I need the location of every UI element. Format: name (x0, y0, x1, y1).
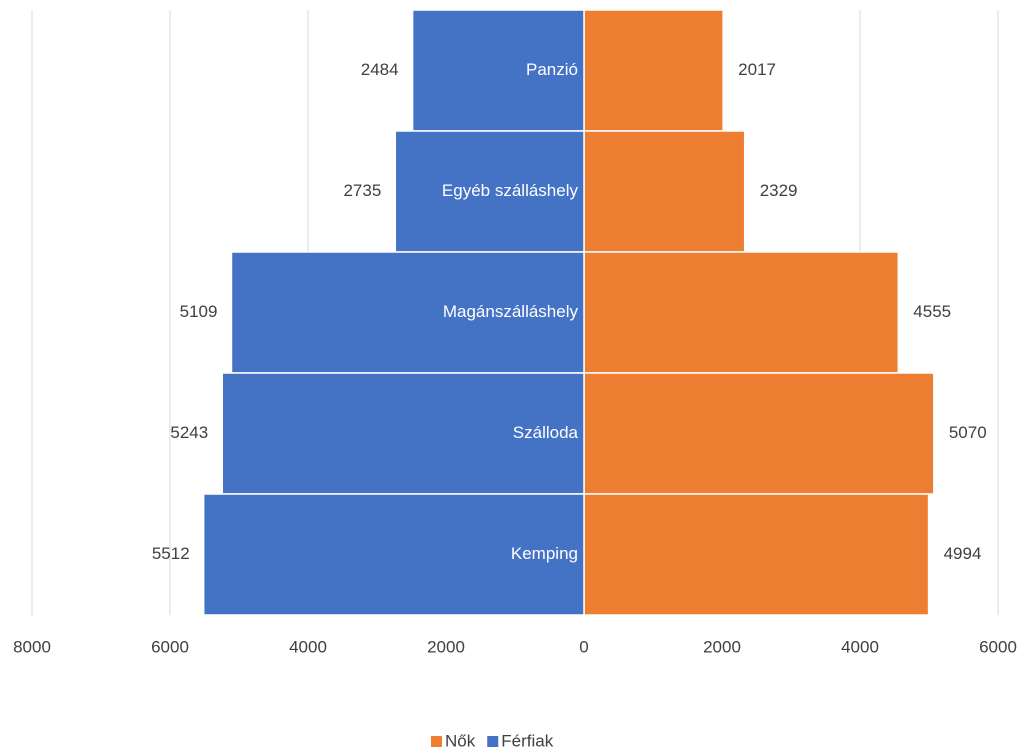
legend-swatch (487, 736, 499, 747)
bar (583, 251, 900, 374)
category-label: Egyéb szálláshely (442, 181, 579, 200)
bar (394, 130, 585, 253)
legend-swatch (431, 736, 442, 747)
x-tick-label: 4000 (289, 637, 327, 656)
category-label: Panzió (526, 60, 578, 79)
bar (583, 130, 746, 253)
bar (583, 372, 935, 495)
bar (230, 251, 585, 374)
data-label: 5070 (949, 423, 987, 442)
bar (411, 9, 585, 132)
x-tick-label: 2000 (703, 637, 741, 656)
x-tick-label: 8000 (13, 637, 51, 656)
bar (221, 372, 585, 495)
bar (583, 493, 930, 616)
bar (583, 9, 724, 132)
data-label: 5243 (170, 423, 208, 442)
bar (202, 493, 585, 616)
x-tick-label: 4000 (841, 637, 879, 656)
category-label: Kemping (511, 544, 578, 563)
category-label: Szálloda (513, 423, 579, 442)
legend-label: Férfiak (501, 731, 553, 750)
x-tick-label: 6000 (979, 637, 1017, 656)
x-tick-label: 6000 (151, 637, 189, 656)
x-tick-label: 0 (579, 637, 588, 656)
x-tick-label: 2000 (427, 637, 465, 656)
data-label: 5109 (180, 302, 218, 321)
data-label: 2484 (361, 60, 399, 79)
data-label: 2017 (738, 60, 776, 79)
data-label: 5512 (152, 544, 190, 563)
legend-label: Nők (445, 731, 476, 750)
data-label: 2735 (343, 181, 381, 200)
data-label: 4555 (913, 302, 951, 321)
data-label: 2329 (760, 181, 798, 200)
data-label: 4994 (944, 544, 982, 563)
category-label: Magánszálláshely (443, 302, 579, 321)
